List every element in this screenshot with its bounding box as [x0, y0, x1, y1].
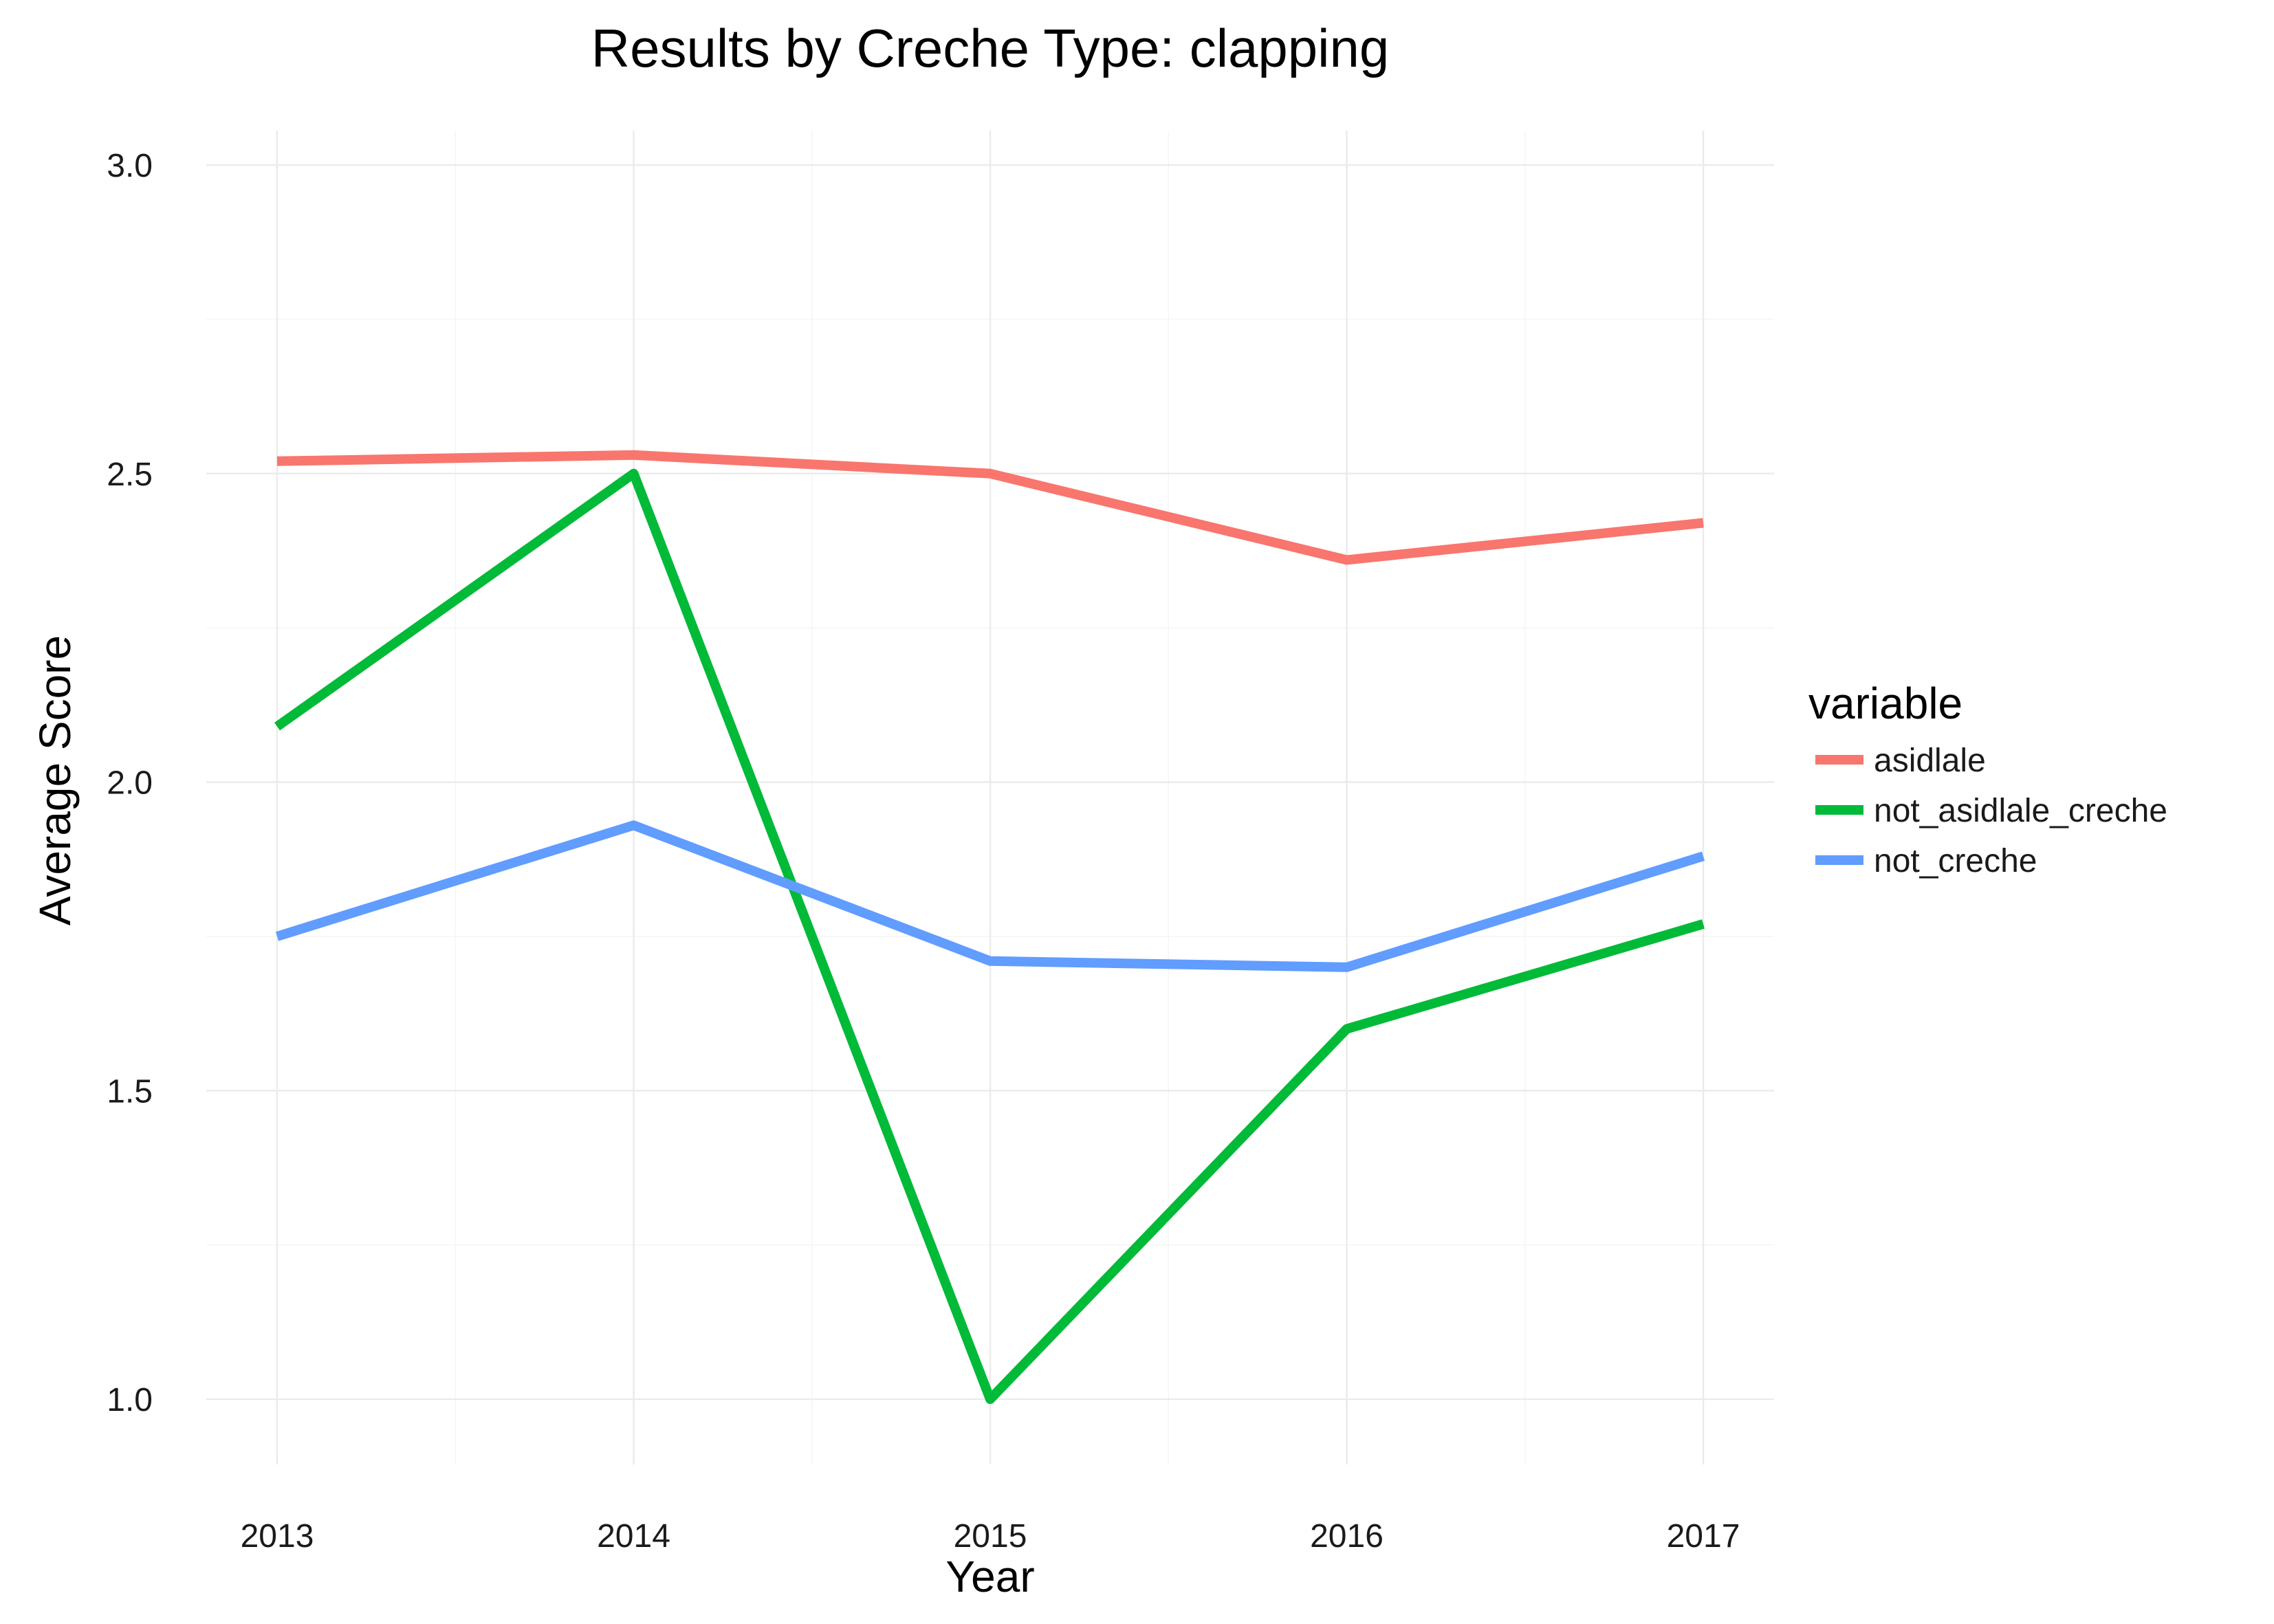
legend-items: asidlale not_asidlale_creche not_creche — [1815, 743, 2167, 879]
series-line-not_asidlale_creche — [274, 468, 1705, 1404]
y-axis-ticks: 1.0 1.5 2.0 2.5 3.0 — [107, 148, 153, 1418]
series-line-asidlale — [276, 450, 1704, 565]
legend: variable asidlale not_asidlale_creche not_… — [1808, 679, 2167, 879]
grid — [206, 131, 1774, 1464]
y-axis-title: Average Score — [30, 635, 80, 925]
series-layer — [274, 450, 1705, 1404]
x-tick-label: 2015 — [954, 1518, 1027, 1555]
x-tick-label: 2017 — [1667, 1518, 1740, 1555]
y-tick-label: 2.0 — [107, 765, 153, 802]
x-tick-label: 2014 — [597, 1518, 670, 1555]
x-axis-ticks: 2013 2014 2015 2016 2017 — [241, 1518, 1740, 1555]
legend-title: variable — [1808, 679, 1963, 728]
y-tick-label: 3.0 — [107, 148, 153, 184]
x-tick-label: 2013 — [241, 1518, 314, 1555]
y-tick-label: 1.5 — [107, 1073, 153, 1110]
y-tick-label: 1.0 — [107, 1382, 153, 1418]
y-tick-label: 2.5 — [107, 457, 153, 493]
x-tick-label: 2016 — [1310, 1518, 1384, 1555]
legend-label-asidlale: asidlale — [1874, 743, 1986, 779]
legend-label-not_creche: not_creche — [1874, 843, 2037, 879]
series-line-not_creche — [275, 820, 1705, 972]
chart-title: Results by Creche Type: clapping — [591, 18, 1390, 78]
x-axis-title: Year — [945, 1552, 1034, 1601]
legend-label-not_asidlale_creche: not_asidlale_creche — [1874, 793, 2167, 829]
